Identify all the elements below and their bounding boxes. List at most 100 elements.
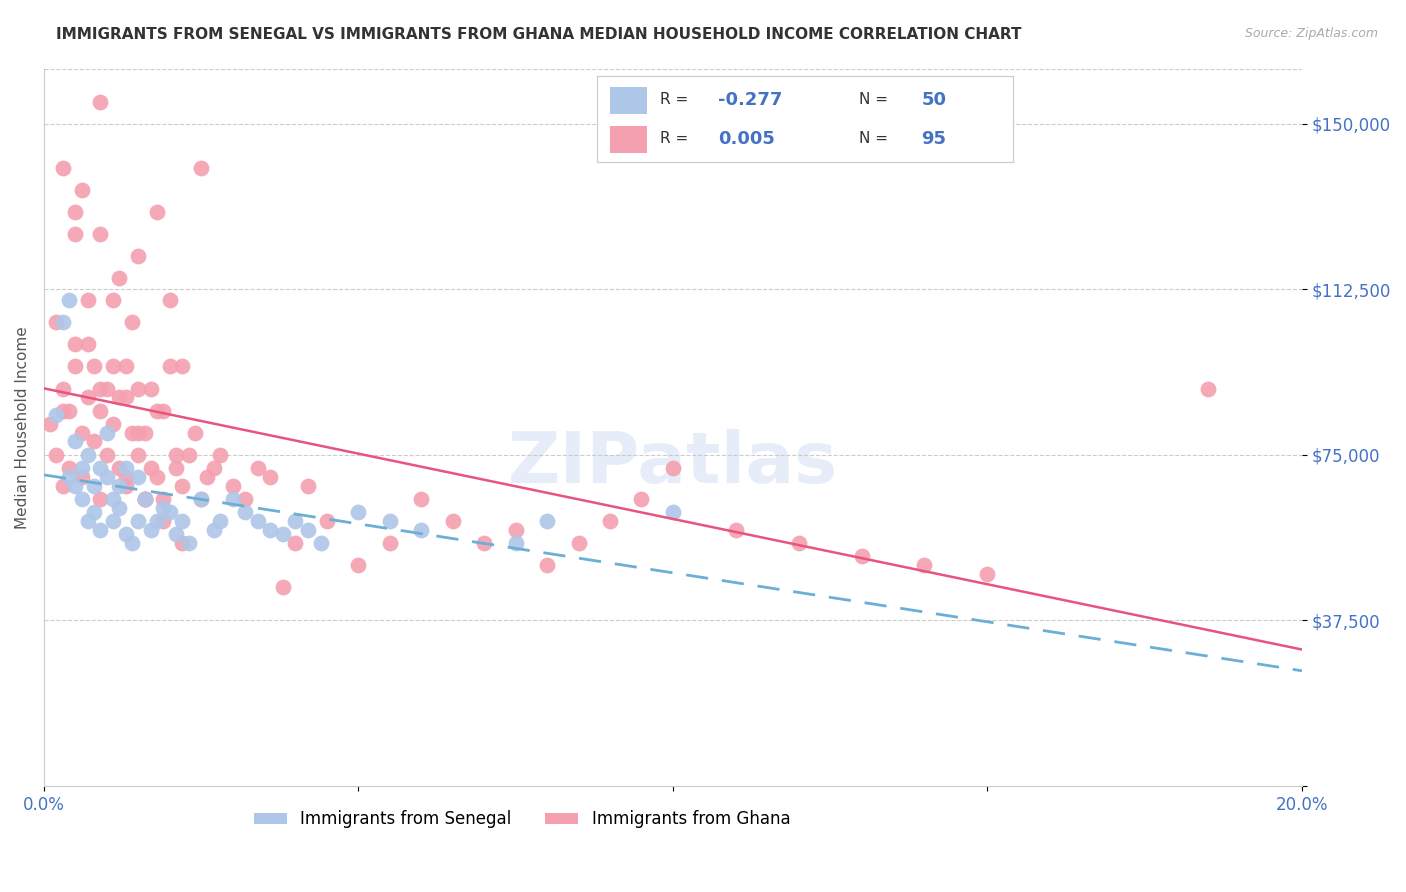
Point	[101, 514, 124, 528]
Point	[271, 527, 294, 541]
Point	[101, 417, 124, 431]
Point	[208, 514, 231, 528]
Point	[152, 403, 174, 417]
Point	[662, 461, 685, 475]
Point	[190, 161, 212, 175]
Point	[121, 425, 143, 440]
Point	[152, 514, 174, 528]
Point	[184, 425, 207, 440]
Point	[83, 505, 105, 519]
Point	[89, 382, 111, 396]
Point	[101, 359, 124, 374]
Point	[536, 558, 558, 573]
Point	[83, 478, 105, 492]
Point	[152, 500, 174, 515]
Point	[70, 425, 93, 440]
Point	[65, 205, 87, 219]
Point	[45, 408, 67, 422]
Point	[284, 514, 307, 528]
Point	[146, 403, 169, 417]
Point	[851, 549, 873, 564]
Point	[146, 205, 169, 219]
Point	[114, 470, 136, 484]
Point	[58, 470, 80, 484]
Point	[58, 403, 80, 417]
Point	[52, 478, 75, 492]
Point	[96, 448, 118, 462]
Point	[127, 448, 149, 462]
Point	[159, 359, 181, 374]
Point	[378, 514, 401, 528]
Point	[101, 293, 124, 308]
Point	[96, 425, 118, 440]
Point	[347, 505, 370, 519]
Point	[77, 293, 100, 308]
Point	[599, 514, 621, 528]
Point	[114, 478, 136, 492]
Point	[58, 293, 80, 308]
Point	[787, 536, 810, 550]
Point	[172, 478, 194, 492]
Point	[284, 536, 307, 550]
Point	[165, 448, 187, 462]
Point	[630, 491, 652, 506]
Point	[233, 505, 256, 519]
Point	[347, 558, 370, 573]
Point	[127, 382, 149, 396]
Point	[139, 523, 162, 537]
Point	[297, 478, 319, 492]
Point	[77, 337, 100, 351]
Point	[662, 505, 685, 519]
Point	[70, 491, 93, 506]
Point	[190, 491, 212, 506]
Text: IMMIGRANTS FROM SENEGAL VS IMMIGRANTS FROM GHANA MEDIAN HOUSEHOLD INCOME CORRELA: IMMIGRANTS FROM SENEGAL VS IMMIGRANTS FR…	[56, 27, 1022, 42]
Point	[134, 491, 156, 506]
Point	[309, 536, 332, 550]
Point	[159, 293, 181, 308]
Point	[77, 390, 100, 404]
Point	[259, 523, 281, 537]
Point	[202, 523, 225, 537]
Point	[45, 315, 67, 329]
Point	[89, 403, 111, 417]
Point	[297, 523, 319, 537]
Point	[146, 514, 169, 528]
Point	[159, 505, 181, 519]
Point	[108, 461, 131, 475]
Point	[567, 536, 589, 550]
Point	[172, 536, 194, 550]
Point	[177, 448, 200, 462]
Point	[536, 514, 558, 528]
Text: Source: ZipAtlas.com: Source: ZipAtlas.com	[1244, 27, 1378, 40]
Point	[121, 536, 143, 550]
Point	[127, 249, 149, 263]
Point	[77, 448, 100, 462]
Point	[52, 315, 75, 329]
Point	[65, 434, 87, 449]
Point	[146, 470, 169, 484]
Point	[52, 161, 75, 175]
Point	[108, 478, 131, 492]
Point	[127, 470, 149, 484]
Point	[1197, 382, 1219, 396]
Point	[83, 359, 105, 374]
Point	[221, 478, 243, 492]
Point	[472, 536, 495, 550]
Point	[114, 390, 136, 404]
Point	[139, 382, 162, 396]
Point	[52, 382, 75, 396]
Point	[108, 500, 131, 515]
Point	[96, 382, 118, 396]
Point	[505, 523, 527, 537]
Point	[134, 491, 156, 506]
Point	[271, 580, 294, 594]
Point	[39, 417, 62, 431]
Text: ZIPatlas: ZIPatlas	[508, 428, 838, 498]
Point	[83, 434, 105, 449]
Point	[70, 183, 93, 197]
Point	[165, 461, 187, 475]
Point	[89, 227, 111, 241]
Point	[165, 527, 187, 541]
Point	[190, 491, 212, 506]
Point	[134, 491, 156, 506]
